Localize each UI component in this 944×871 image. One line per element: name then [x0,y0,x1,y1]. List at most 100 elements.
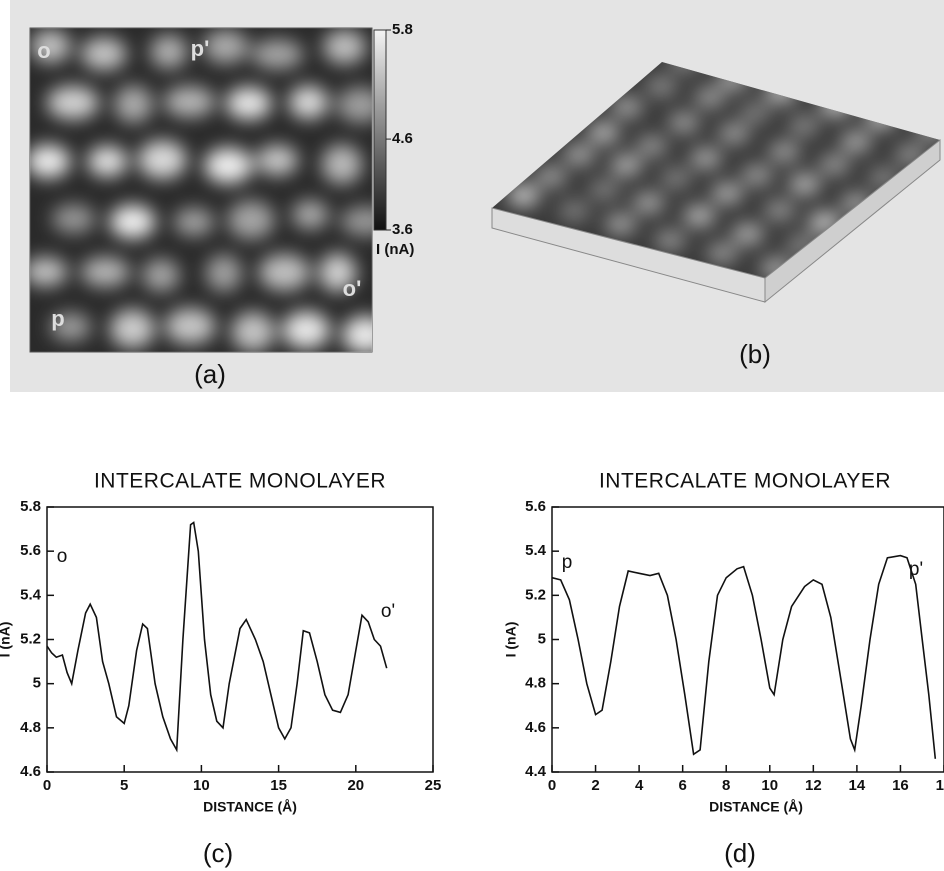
blob [319,253,357,292]
y-tick-label: 4.4 [525,763,547,780]
blob [711,182,744,205]
data-line [46,521,388,753]
y-tick-label: 5.2 [525,586,546,603]
blob [587,121,620,144]
blob [81,37,127,71]
annotation: o [57,546,68,567]
annotation: o' [381,601,395,622]
y-tick-label: 4.8 [20,719,41,736]
blob [292,200,329,230]
y-tick-label: 5.4 [20,586,42,603]
blob [689,147,722,170]
blob [251,39,304,70]
blob [610,154,643,177]
blob [654,229,687,252]
blob [80,257,130,287]
blob [632,191,665,214]
x-axis-label: DISTANCE (Å) [203,799,297,815]
data-line [551,554,937,759]
y-tick-label: 5.8 [20,498,41,515]
blob [818,153,851,176]
blob [109,204,156,239]
blob [173,207,215,237]
blob [507,184,540,207]
x-tick-label: 14 [849,777,866,794]
blob [30,257,68,287]
x-tick-label: 18 [936,777,944,794]
x-axis-label: DISTANCE (Å) [709,799,803,815]
blob [645,75,678,98]
blob [604,212,637,235]
x-tick-label: 4 [635,777,644,794]
panel-label: (d) [724,838,756,868]
blob [706,242,739,265]
stm-blobs [30,29,372,352]
x-tick-label: 15 [270,777,287,794]
blob [667,111,700,134]
blob [164,86,215,118]
blob [611,96,644,119]
y-tick-label: 4.6 [525,719,546,736]
x-tick-label: 6 [678,777,686,794]
panel-label: (a) [194,359,226,389]
x-tick-label: 2 [591,777,599,794]
blob [840,130,873,153]
blob [635,134,668,157]
blob [204,147,253,184]
y-tick-label: 5 [33,675,41,692]
blob [30,144,71,179]
x-tick-label: 5 [120,777,128,794]
blob [50,312,92,342]
colorbar-tick-label: 3.6 [392,221,413,238]
blob [558,199,591,222]
blob [741,164,774,187]
chart-title: INTERCALATE MONOLAYER [94,470,386,493]
blob [788,114,821,137]
y-tick-label: 4.8 [525,675,546,692]
blob [340,206,372,237]
blob [323,29,366,65]
colorbar-label: I (nA) [376,241,414,258]
blob [258,254,310,291]
colorbar-tick-label: 4.6 [392,130,413,147]
x-tick-label: 0 [548,777,556,794]
stm-image [29,27,373,353]
blob [87,145,128,177]
blob [588,178,621,201]
plot-frame [551,506,944,773]
blob [205,254,242,292]
blob [731,223,764,246]
blob [231,311,275,352]
blob [739,101,772,124]
blob [535,165,568,188]
blob [683,204,716,227]
y-tick-label: 5.2 [20,630,41,647]
x-tick-label: 25 [425,777,442,794]
blob [337,87,372,123]
blob [342,315,372,352]
y-tick-label: 5.4 [525,542,547,559]
blob [763,199,796,222]
y-tick-label: 5.6 [20,542,41,559]
panel-label: (b) [739,339,771,369]
blob [138,140,187,179]
blob [46,86,99,120]
colorbar-tick-label: 5.8 [392,21,413,38]
blob [203,29,249,64]
blob [288,85,329,120]
blob [150,34,188,69]
marker-label: o [37,38,50,63]
blob [321,144,362,185]
blob [142,258,180,292]
blob [768,140,801,163]
blob [256,144,299,176]
blob [114,85,153,123]
blob [563,143,596,166]
x-tick-label: 0 [43,777,51,794]
x-tick-label: 12 [805,777,822,794]
blob [110,309,155,349]
annotation: p [562,552,573,573]
x-tick-label: 10 [761,777,778,794]
